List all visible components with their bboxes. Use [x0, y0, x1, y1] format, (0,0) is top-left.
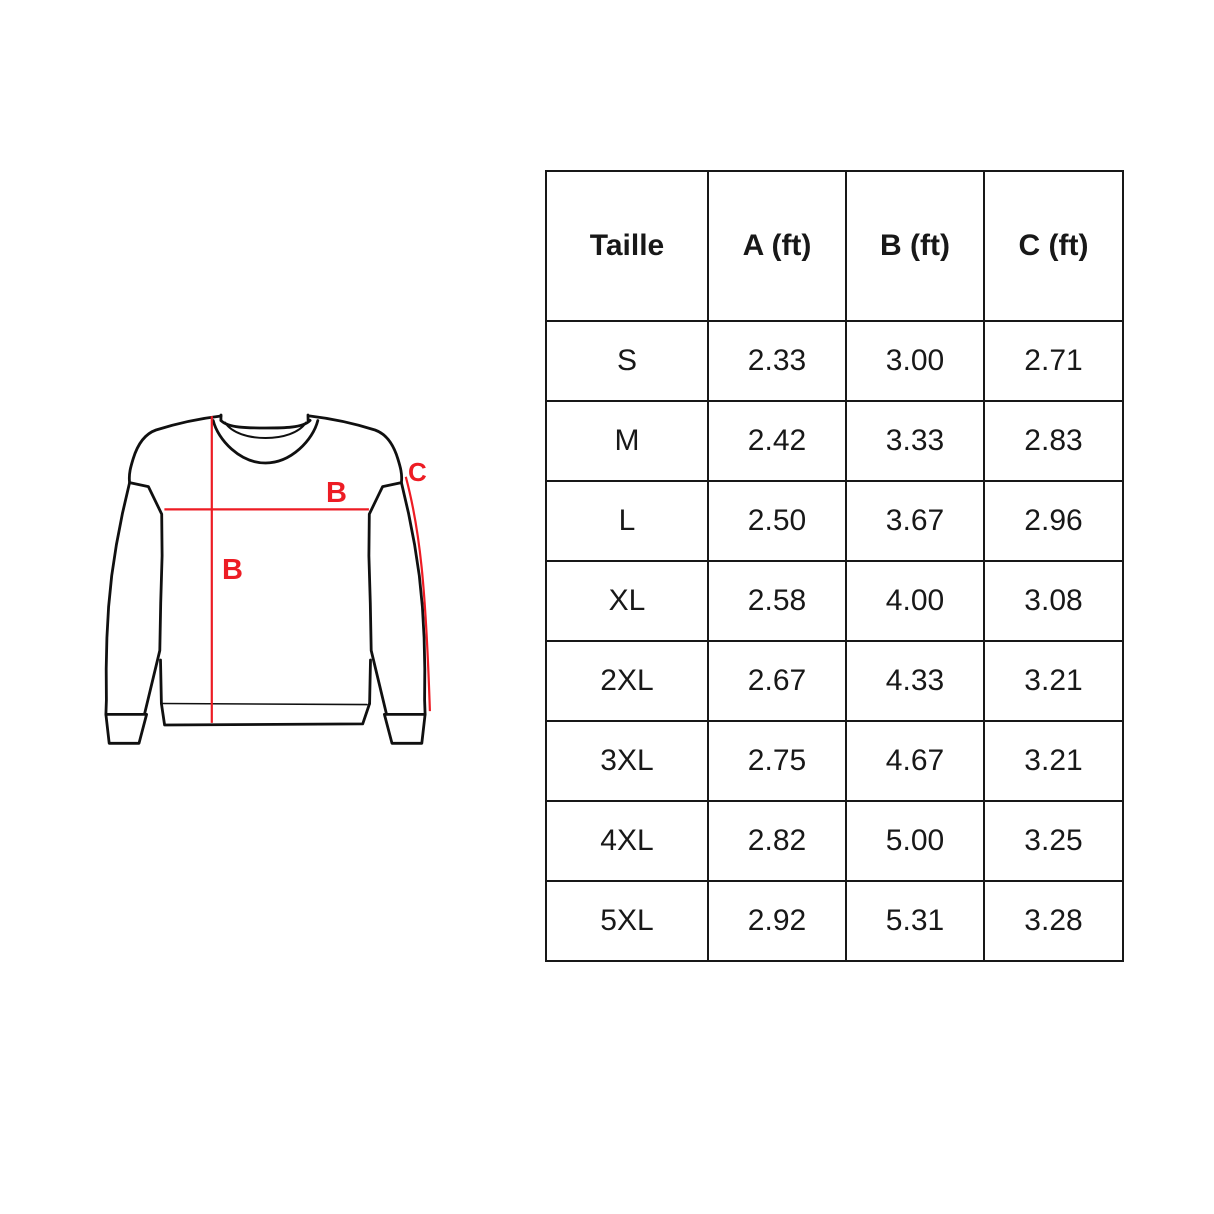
svg-text:B: B	[222, 554, 243, 586]
svg-text:B: B	[326, 477, 347, 509]
svg-text:C: C	[408, 457, 427, 487]
